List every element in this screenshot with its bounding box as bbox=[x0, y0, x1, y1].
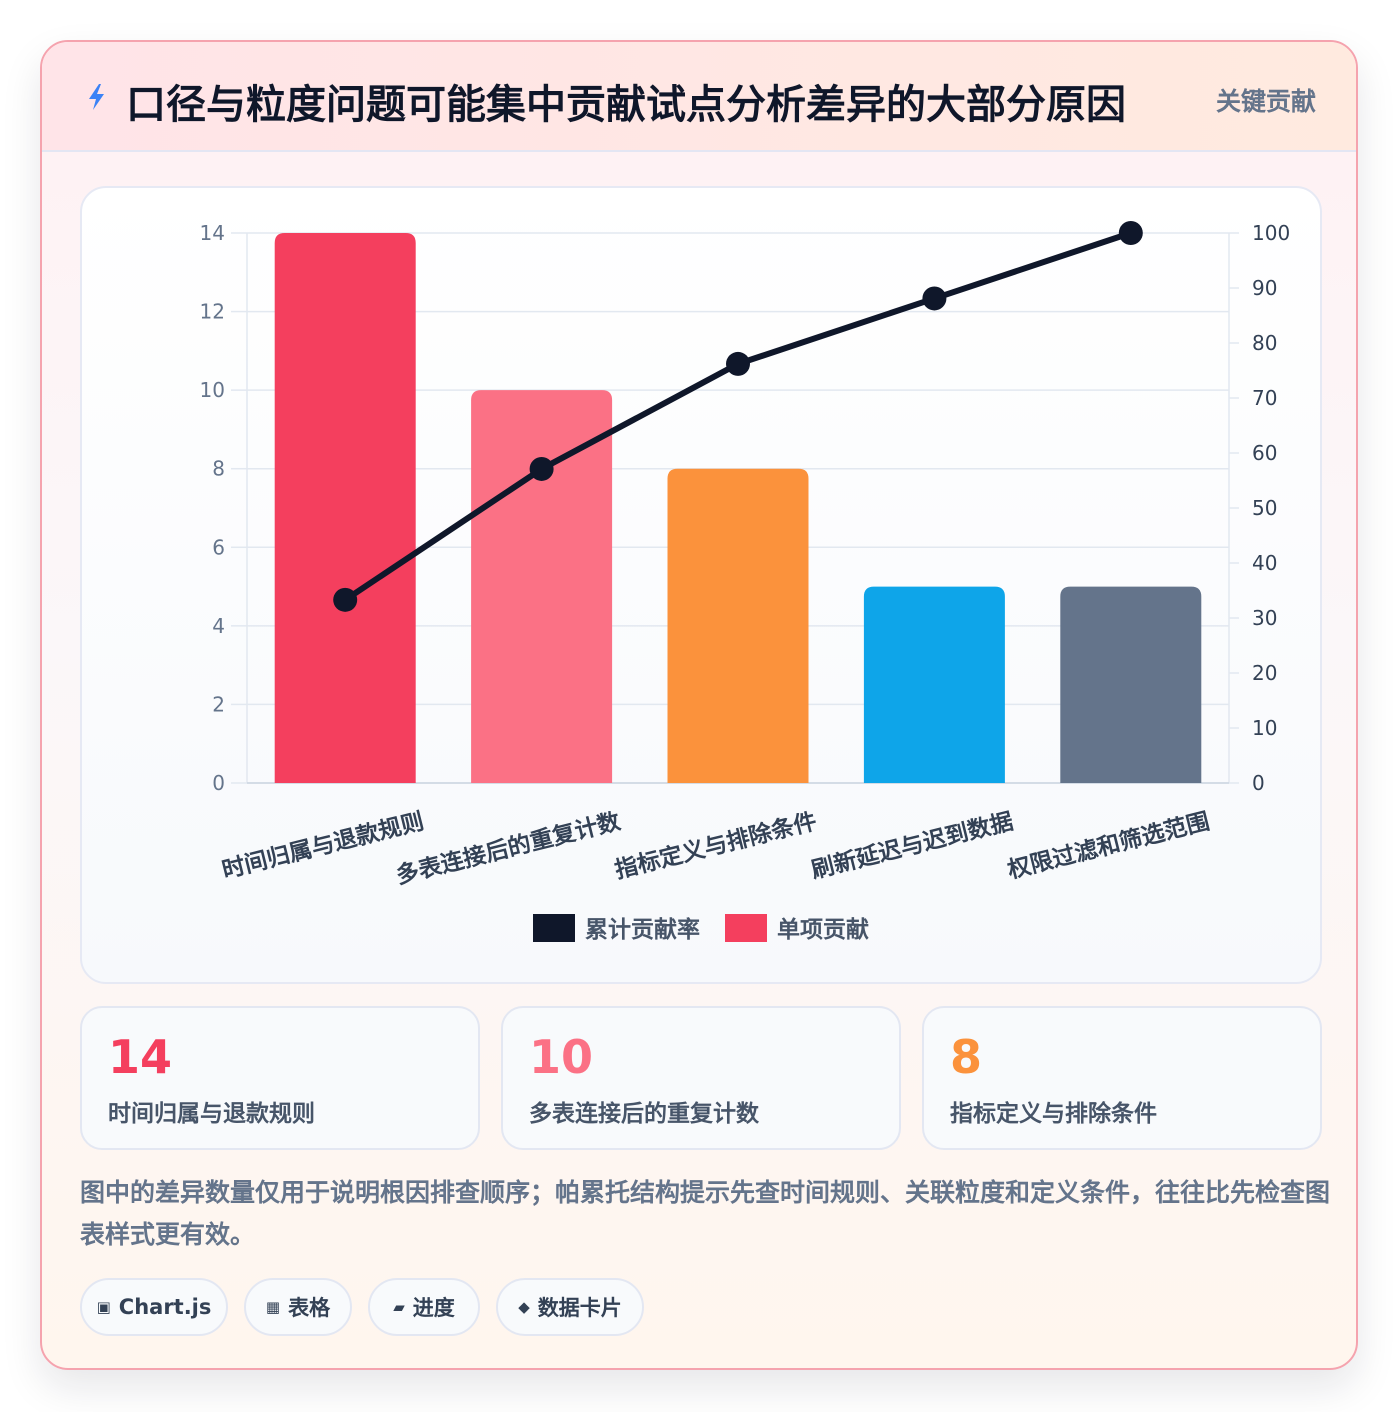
pareto-chart: 024681012140102030405060708090100时间归属与退款… bbox=[200, 221, 1290, 943]
chip-label: 进度 bbox=[412, 1296, 455, 1320]
y-right-tick-label: 90 bbox=[1252, 276, 1277, 300]
chip-chartjs[interactable]: ▣ Chart.js bbox=[80, 1278, 228, 1336]
y-right-tick-label: 20 bbox=[1252, 661, 1277, 685]
y-right-tick-label: 50 bbox=[1252, 496, 1277, 520]
progress-icon: ▰ bbox=[393, 1298, 405, 1316]
stat-label: 时间归属与退款规则 bbox=[108, 1101, 315, 1127]
y-right-tick-label: 40 bbox=[1252, 551, 1277, 575]
stat-label: 多表连接后的重复计数 bbox=[529, 1101, 759, 1127]
card-header: 口径与粒度问题可能集中贡献试点分析差异的大部分原因 关键贡献 bbox=[42, 42, 1356, 152]
y-left-tick-label: 12 bbox=[200, 300, 225, 324]
chip-progress[interactable]: ▰ 进度 bbox=[368, 1278, 480, 1336]
stat-card: 8 指标定义与排除条件 bbox=[922, 1006, 1322, 1150]
line-point bbox=[922, 286, 947, 311]
chip-data-card[interactable]: ◆ 数据卡片 bbox=[496, 1278, 644, 1336]
stat-value: 10 bbox=[529, 1030, 594, 1084]
x-tick-label: 多表连接后的重复计数 bbox=[393, 807, 624, 889]
chip-table[interactable]: ▦ 表格 bbox=[244, 1278, 352, 1336]
bar bbox=[667, 468, 809, 783]
y-left-tick-label: 4 bbox=[212, 614, 225, 638]
y-left-tick-label: 2 bbox=[212, 692, 225, 716]
legend-swatch bbox=[533, 914, 575, 942]
card-icon: ◆ bbox=[518, 1298, 530, 1316]
y-left-tick-label: 14 bbox=[200, 221, 225, 245]
y-right-tick-label: 60 bbox=[1252, 441, 1277, 465]
y-right-tick-label: 80 bbox=[1252, 331, 1277, 355]
y-right-tick-label: 0 bbox=[1252, 771, 1265, 795]
stat-cards: 14 时间归属与退款规则 10 多表连接后的重复计数 8 指标定义与排除条件 bbox=[80, 1006, 1322, 1150]
bar bbox=[1060, 586, 1202, 783]
lightning-icon bbox=[89, 84, 104, 110]
line-point bbox=[1118, 221, 1143, 245]
chart-icon: ▣ bbox=[96, 1298, 111, 1316]
y-right-tick-label: 30 bbox=[1252, 606, 1277, 630]
legend-label: 单项贡献 bbox=[777, 917, 869, 943]
line-point bbox=[529, 456, 554, 481]
report-card: 口径与粒度问题可能集中贡献试点分析差异的大部分原因 关键贡献 0 2 4 6 8 10 12… bbox=[40, 40, 1358, 1370]
stat-card: 10 多表连接后的重复计数 bbox=[501, 1006, 901, 1150]
y-left-tick-label: 0 bbox=[212, 771, 225, 795]
chip-label: 表格 bbox=[288, 1296, 331, 1320]
x-tick-label: 权限过滤和筛选范围 bbox=[1004, 808, 1212, 885]
y-left-tick-label: 6 bbox=[212, 535, 225, 559]
bar bbox=[863, 586, 1005, 783]
y-left-tick-label: 10 bbox=[200, 378, 225, 402]
y-right-tick-label: 100 bbox=[1252, 221, 1290, 245]
legend-swatch bbox=[725, 914, 767, 942]
table-icon: ▦ bbox=[265, 1298, 281, 1316]
bar bbox=[274, 233, 416, 783]
y-right-tick-label: 10 bbox=[1252, 716, 1277, 740]
x-tick-label: 指标定义与排除条件 bbox=[612, 808, 819, 884]
line-point bbox=[333, 587, 358, 612]
header-tag: 关键贡献 bbox=[1215, 87, 1316, 116]
chip-label: 数据卡片 bbox=[537, 1296, 622, 1320]
bar bbox=[471, 390, 613, 783]
line-point bbox=[726, 351, 750, 376]
y-right-tick-label: 70 bbox=[1252, 386, 1277, 410]
footnote: 图中的差异数量仅用于说明根因排查顺序；帕累托结构提示先查时间规则、关联粒度和定义… bbox=[80, 1178, 1331, 1249]
y-left-tick-label: 8 bbox=[212, 457, 225, 481]
chip-label: Chart.js bbox=[118, 1295, 212, 1319]
stat-value: 8 bbox=[950, 1030, 983, 1084]
legend-label: 累计贡献率 bbox=[585, 916, 700, 943]
tag-chips: ▣ Chart.js ▦ 表格 ▰ 进度 ◆ 数据卡片 bbox=[80, 1278, 1330, 1336]
stat-label: 指标定义与排除条件 bbox=[950, 1101, 1157, 1127]
stat-value: 14 bbox=[108, 1030, 173, 1084]
stat-card: 14 时间归属与退款规则 bbox=[80, 1006, 480, 1150]
x-tick-label: 刷新延迟与迟到数据 bbox=[808, 808, 1015, 884]
page-title: 口径与粒度问题可能集中贡献试点分析差异的大部分原因 bbox=[126, 82, 1126, 128]
chart-panel: 0 2 4 6 8 10 12 14 0 10 20 30 40 50 60 70 80 90 100 时间归属与退款… bbox=[80, 186, 1322, 984]
